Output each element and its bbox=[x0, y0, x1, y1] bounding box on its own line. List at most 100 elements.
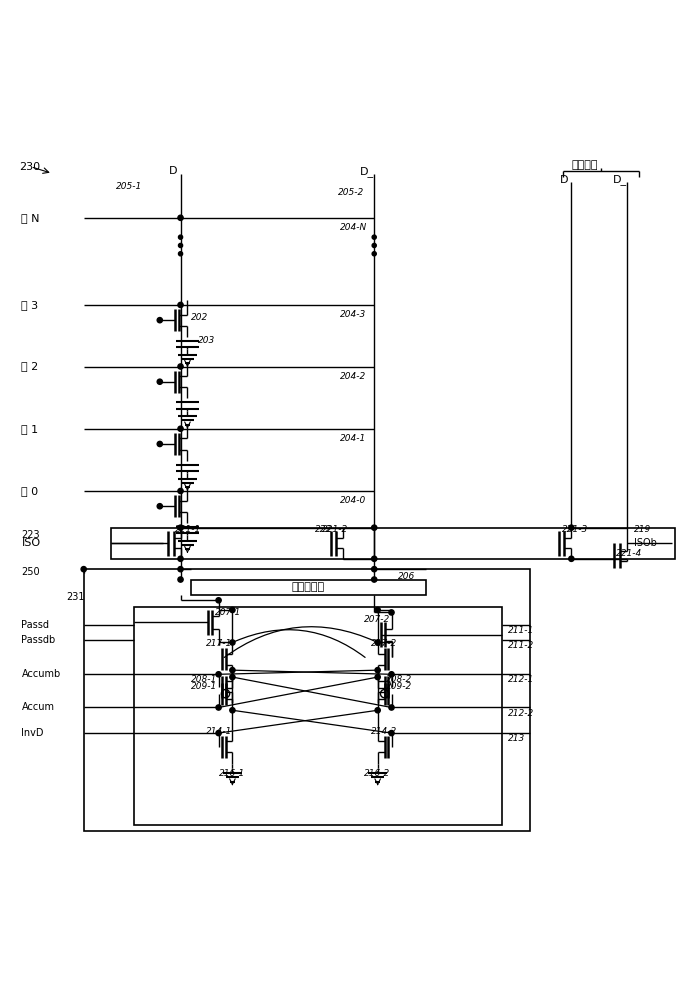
Circle shape bbox=[178, 577, 183, 582]
Text: 222: 222 bbox=[316, 525, 332, 534]
Text: 214-1: 214-1 bbox=[206, 727, 232, 736]
Circle shape bbox=[158, 504, 162, 509]
Text: 221-2: 221-2 bbox=[322, 525, 349, 534]
Text: D: D bbox=[169, 166, 178, 176]
Text: 223: 223 bbox=[22, 530, 40, 540]
Text: ISOb: ISOb bbox=[634, 538, 657, 548]
Text: 217-2: 217-2 bbox=[371, 639, 397, 648]
Circle shape bbox=[372, 556, 377, 561]
Text: D: D bbox=[560, 175, 568, 185]
Circle shape bbox=[158, 441, 162, 447]
Circle shape bbox=[81, 567, 86, 572]
Circle shape bbox=[375, 640, 380, 645]
Text: 204-3: 204-3 bbox=[340, 310, 367, 319]
Text: 207-1: 207-1 bbox=[215, 608, 242, 617]
Text: 209-2: 209-2 bbox=[386, 682, 412, 691]
Circle shape bbox=[389, 705, 394, 710]
Text: Accumb: Accumb bbox=[22, 669, 61, 679]
Text: 205-2: 205-2 bbox=[338, 188, 365, 197]
Text: 250: 250 bbox=[22, 567, 40, 577]
Circle shape bbox=[568, 556, 574, 561]
Text: 231: 231 bbox=[66, 592, 85, 602]
Text: Passd: Passd bbox=[22, 619, 50, 630]
Circle shape bbox=[230, 607, 235, 613]
Circle shape bbox=[389, 672, 394, 677]
Text: 行 2: 行 2 bbox=[22, 362, 38, 372]
Circle shape bbox=[375, 668, 380, 673]
Circle shape bbox=[375, 607, 380, 613]
Bar bbox=[84, 569, 530, 831]
Circle shape bbox=[230, 640, 235, 645]
Text: 221-3: 221-3 bbox=[562, 525, 589, 534]
Text: 204-1: 204-1 bbox=[340, 434, 367, 443]
Text: 221-1: 221-1 bbox=[175, 525, 202, 534]
Text: D_: D_ bbox=[612, 174, 626, 185]
Text: 行 N: 行 N bbox=[22, 213, 40, 223]
Circle shape bbox=[178, 488, 183, 494]
Text: Passdb: Passdb bbox=[22, 635, 56, 645]
Text: 207-2: 207-2 bbox=[364, 615, 390, 624]
Circle shape bbox=[372, 577, 377, 582]
Text: 213: 213 bbox=[508, 734, 525, 743]
Circle shape bbox=[178, 252, 183, 256]
Circle shape bbox=[178, 215, 183, 220]
Bar bbox=[191, 580, 426, 595]
Text: 212-2: 212-2 bbox=[508, 709, 534, 718]
Bar bbox=[134, 607, 502, 825]
Text: 204-N: 204-N bbox=[340, 223, 368, 232]
Circle shape bbox=[178, 525, 183, 530]
Text: 感測放大器: 感測放大器 bbox=[292, 582, 325, 592]
Text: 204-2: 204-2 bbox=[340, 372, 367, 381]
Circle shape bbox=[216, 730, 221, 736]
Circle shape bbox=[216, 705, 221, 710]
Circle shape bbox=[568, 525, 574, 530]
Circle shape bbox=[389, 610, 394, 615]
Text: 216-2: 216-2 bbox=[364, 769, 390, 778]
Text: 203: 203 bbox=[198, 336, 215, 345]
Text: 206: 206 bbox=[398, 572, 416, 581]
Text: 216-1: 216-1 bbox=[218, 769, 245, 778]
Circle shape bbox=[178, 567, 183, 572]
Text: 行 3: 行 3 bbox=[22, 300, 38, 310]
Text: 行 0: 行 0 bbox=[22, 486, 38, 496]
Text: 209-1: 209-1 bbox=[191, 682, 217, 691]
Circle shape bbox=[158, 318, 162, 323]
Circle shape bbox=[216, 672, 221, 677]
Text: 217-1: 217-1 bbox=[206, 639, 232, 648]
Circle shape bbox=[230, 708, 235, 713]
Circle shape bbox=[389, 730, 394, 736]
Circle shape bbox=[178, 302, 183, 308]
Circle shape bbox=[230, 674, 235, 680]
Circle shape bbox=[375, 708, 380, 713]
Text: D_: D_ bbox=[360, 166, 374, 177]
Text: 212-1: 212-1 bbox=[508, 675, 534, 684]
Text: 204-0: 204-0 bbox=[340, 496, 367, 505]
Text: Accum: Accum bbox=[22, 702, 55, 712]
Circle shape bbox=[375, 674, 380, 680]
Text: ISO: ISO bbox=[22, 538, 41, 548]
Circle shape bbox=[372, 567, 377, 572]
Circle shape bbox=[230, 668, 235, 673]
Text: 行 1: 行 1 bbox=[22, 424, 38, 434]
Bar bbox=[111, 528, 675, 559]
Text: 208-1: 208-1 bbox=[191, 675, 217, 684]
Text: 205-1: 205-1 bbox=[116, 182, 143, 191]
Circle shape bbox=[216, 598, 221, 603]
Circle shape bbox=[158, 379, 162, 384]
Circle shape bbox=[372, 243, 377, 248]
Text: 221-4: 221-4 bbox=[616, 549, 643, 558]
Text: InvD: InvD bbox=[22, 728, 44, 738]
Circle shape bbox=[178, 556, 183, 561]
Circle shape bbox=[372, 252, 377, 256]
Text: 208-2: 208-2 bbox=[386, 675, 412, 684]
Text: 211-2: 211-2 bbox=[508, 641, 534, 650]
Text: 202: 202 bbox=[191, 313, 208, 322]
Circle shape bbox=[372, 525, 377, 530]
Circle shape bbox=[372, 235, 377, 239]
Circle shape bbox=[178, 364, 183, 369]
Circle shape bbox=[178, 426, 183, 431]
Text: 211-1: 211-1 bbox=[508, 626, 534, 635]
Circle shape bbox=[178, 243, 183, 248]
Circle shape bbox=[178, 235, 183, 239]
Text: 214-2: 214-2 bbox=[371, 727, 397, 736]
